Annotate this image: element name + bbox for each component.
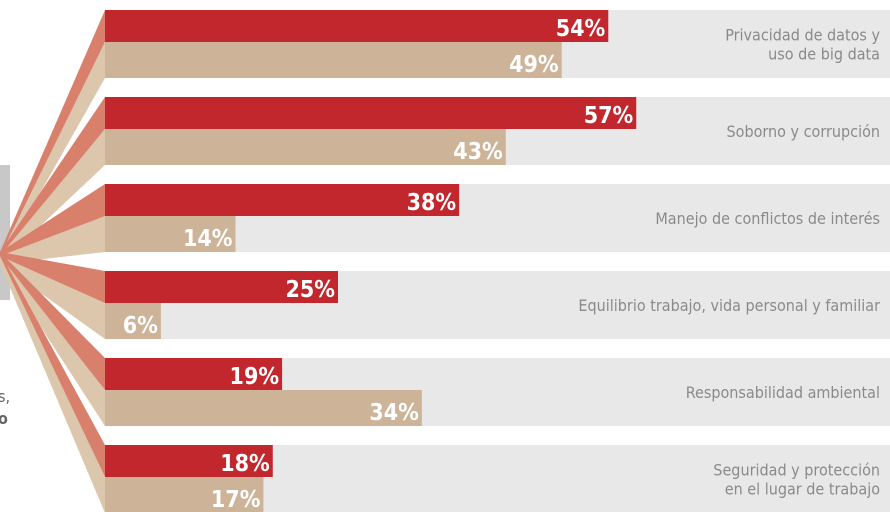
category-label: Manejo de conflictos de interés: [655, 209, 880, 228]
bar: [105, 216, 236, 252]
value-label: 49%: [509, 52, 559, 78]
value-label: 19%: [230, 364, 280, 390]
fan: [0, 252, 105, 477]
fan: [0, 129, 105, 264]
category-label: Seguridad y protección en el lugar de tra…: [713, 461, 880, 499]
value-label: 43%: [453, 139, 503, 165]
bar: [105, 10, 609, 42]
bar: [105, 358, 283, 390]
bar: [105, 97, 637, 129]
value-label: 25%: [285, 277, 335, 303]
category-label: Soborno y corrupción: [727, 122, 880, 141]
fan: [0, 252, 105, 390]
fan: [0, 216, 105, 264]
fan: [0, 42, 105, 264]
bar: [105, 477, 264, 512]
category-label: Responsabilidad ambiental: [686, 383, 880, 402]
fan: [0, 252, 105, 303]
value-label: 6%: [123, 313, 158, 339]
value-label: 17%: [211, 487, 261, 512]
value-label: 54%: [556, 16, 606, 42]
fan: [0, 256, 105, 512]
bar: [105, 42, 562, 78]
bar: [105, 271, 338, 303]
fan: [0, 184, 105, 260]
bar: [105, 390, 422, 426]
value-label: 14%: [183, 226, 233, 252]
fan: [0, 256, 105, 339]
fan: [0, 10, 105, 260]
side-text: o: [0, 409, 8, 428]
bar: [105, 129, 506, 165]
bar: [105, 303, 161, 339]
fan: [0, 97, 105, 260]
value-label: 18%: [220, 451, 270, 477]
value-label: 34%: [369, 400, 419, 426]
bar: [105, 184, 460, 216]
fan: [0, 256, 105, 426]
side-block: [0, 165, 10, 300]
side-text: s,: [0, 387, 10, 406]
category-label: Privacidad de datos y uso de big data: [725, 26, 880, 64]
category-label: Equilibrio trabajo, vida personal y fami…: [578, 296, 880, 315]
value-label: 57%: [584, 103, 634, 129]
value-label: 38%: [407, 190, 457, 216]
bar: [105, 445, 273, 477]
